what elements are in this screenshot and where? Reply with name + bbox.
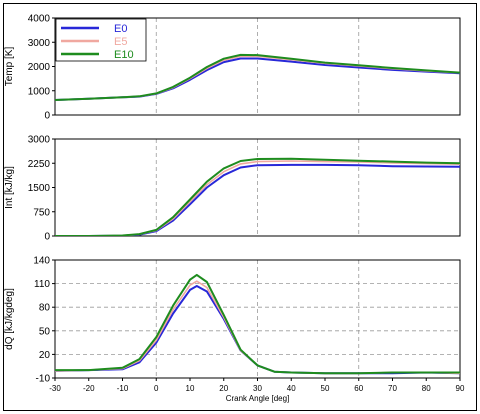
y-tick-label: -10 xyxy=(36,374,51,385)
x-tick-label: 40 xyxy=(287,384,296,393)
x-axis-label: Crank Angle [deg] xyxy=(226,394,290,403)
y-tick-label: 1500 xyxy=(28,183,51,194)
y-axis-label: dQ [kJ/kgdeg] xyxy=(4,288,15,350)
x-tick-label: -20 xyxy=(83,384,95,393)
y-tick-label: 2000 xyxy=(28,62,51,73)
y-axis-label: Int [kJ/kg] xyxy=(4,166,15,209)
legend-label-e0: E0 xyxy=(114,23,127,35)
x-tick-label: 90 xyxy=(456,384,465,393)
x-tick-label: -10 xyxy=(117,384,129,393)
y-axis-label: Temp [K] xyxy=(4,47,15,87)
x-tick-label: 10 xyxy=(186,384,195,393)
x-tick-label: 0 xyxy=(154,384,159,393)
series-line-e10 xyxy=(55,273,460,375)
y-tick-label: 140 xyxy=(33,256,50,267)
figure-frame xyxy=(3,3,477,411)
y-tick-label: 110 xyxy=(34,279,50,290)
legend-label-e5: E5 xyxy=(114,36,127,48)
y-tick-label: 4000 xyxy=(28,14,51,25)
x-tick-label: 20 xyxy=(219,384,228,393)
panel-2: 0 750 1500 2250 3000 Int [kJ/kg] xyxy=(4,135,461,243)
x-tick-label: -30 xyxy=(49,384,61,393)
y-tick-label: 20 xyxy=(39,350,51,361)
series-line-e10 xyxy=(55,157,460,236)
y-tick-label: 0 xyxy=(44,111,50,122)
y-tick-label: 2250 xyxy=(28,159,51,170)
x-tick-label: 80 xyxy=(422,384,431,393)
x-tick-label: 70 xyxy=(388,384,397,393)
x-tick-label: 50 xyxy=(321,384,330,393)
y-tick-label: 0 xyxy=(44,232,50,243)
y-tick-label: 1000 xyxy=(28,86,51,97)
series-line-e10 xyxy=(55,53,460,101)
y-tick-label: 80 xyxy=(39,303,51,314)
y-tick-label: 3000 xyxy=(28,38,51,49)
y-tick-label: 3000 xyxy=(28,135,51,146)
x-tick-label: 30 xyxy=(253,384,262,393)
x-tick-label: 60 xyxy=(354,384,363,393)
y-tick-label: 50 xyxy=(39,326,51,337)
series-line-e0 xyxy=(55,57,460,101)
y-tick-label: 750 xyxy=(33,207,50,218)
panel-3: -10 20 50 80 110 140 dQ [kJ/kgdeg] -30 -20 -10 0 10… xyxy=(4,256,465,404)
legend-label-e10: E10 xyxy=(114,49,134,61)
